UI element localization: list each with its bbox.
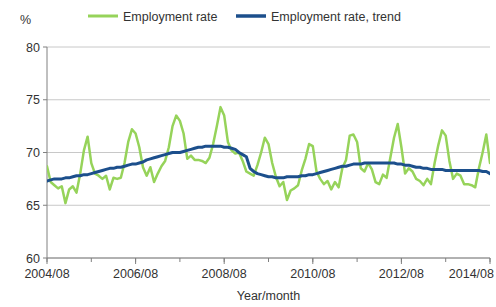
legend-swatch <box>88 15 118 18</box>
x-tick-label: 2008/08 <box>202 267 247 281</box>
grid-line <box>47 99 490 100</box>
x-minor-tick <box>91 258 92 262</box>
y-axis <box>47 47 48 258</box>
legend-label: Employment rate <box>123 10 218 24</box>
x-tick <box>47 258 48 264</box>
x-tick-label: 2004/08 <box>24 267 69 281</box>
x-tick-label: 2010/08 <box>290 267 335 281</box>
x-tick-label: 2012/08 <box>379 267 424 281</box>
y-tick-label: 80 <box>26 41 40 55</box>
x-tick <box>401 258 402 264</box>
y-tick <box>43 205 47 206</box>
grid-line <box>47 152 490 153</box>
y-tick-label: 60 <box>26 252 40 266</box>
y-tick-label: 65 <box>26 199 40 213</box>
y-tick-label: 75 <box>26 93 40 107</box>
y-tick <box>43 152 47 153</box>
y-tick <box>43 99 47 100</box>
legend-swatch <box>236 14 266 18</box>
x-minor-tick <box>445 258 446 262</box>
x-minor-tick <box>179 258 180 262</box>
plot-area <box>47 107 490 203</box>
y-tick-label: 70 <box>26 146 40 160</box>
series-line <box>47 107 490 203</box>
x-tick <box>135 258 136 264</box>
grid-line <box>47 205 490 206</box>
y-tick <box>43 47 47 48</box>
x-tick <box>224 258 225 264</box>
y-tick <box>43 258 47 259</box>
x-tick-label: 2006/08 <box>113 267 158 281</box>
x-minor-tick <box>268 258 269 262</box>
series-line <box>47 146 490 181</box>
y-axis-title: % <box>20 13 31 27</box>
x-minor-tick <box>357 258 358 262</box>
chart: 60 65 70 75 80 2004/08 2006/08 2008/08 2010/08 20… <box>0 0 496 307</box>
legend-label: Employment rate, trend <box>271 10 401 24</box>
x-tick <box>490 258 491 264</box>
x-axis-title: Year/month <box>237 289 301 303</box>
x-tick <box>312 258 313 264</box>
grid-line <box>47 47 490 48</box>
x-tick-label: 2014/08 <box>449 267 494 281</box>
